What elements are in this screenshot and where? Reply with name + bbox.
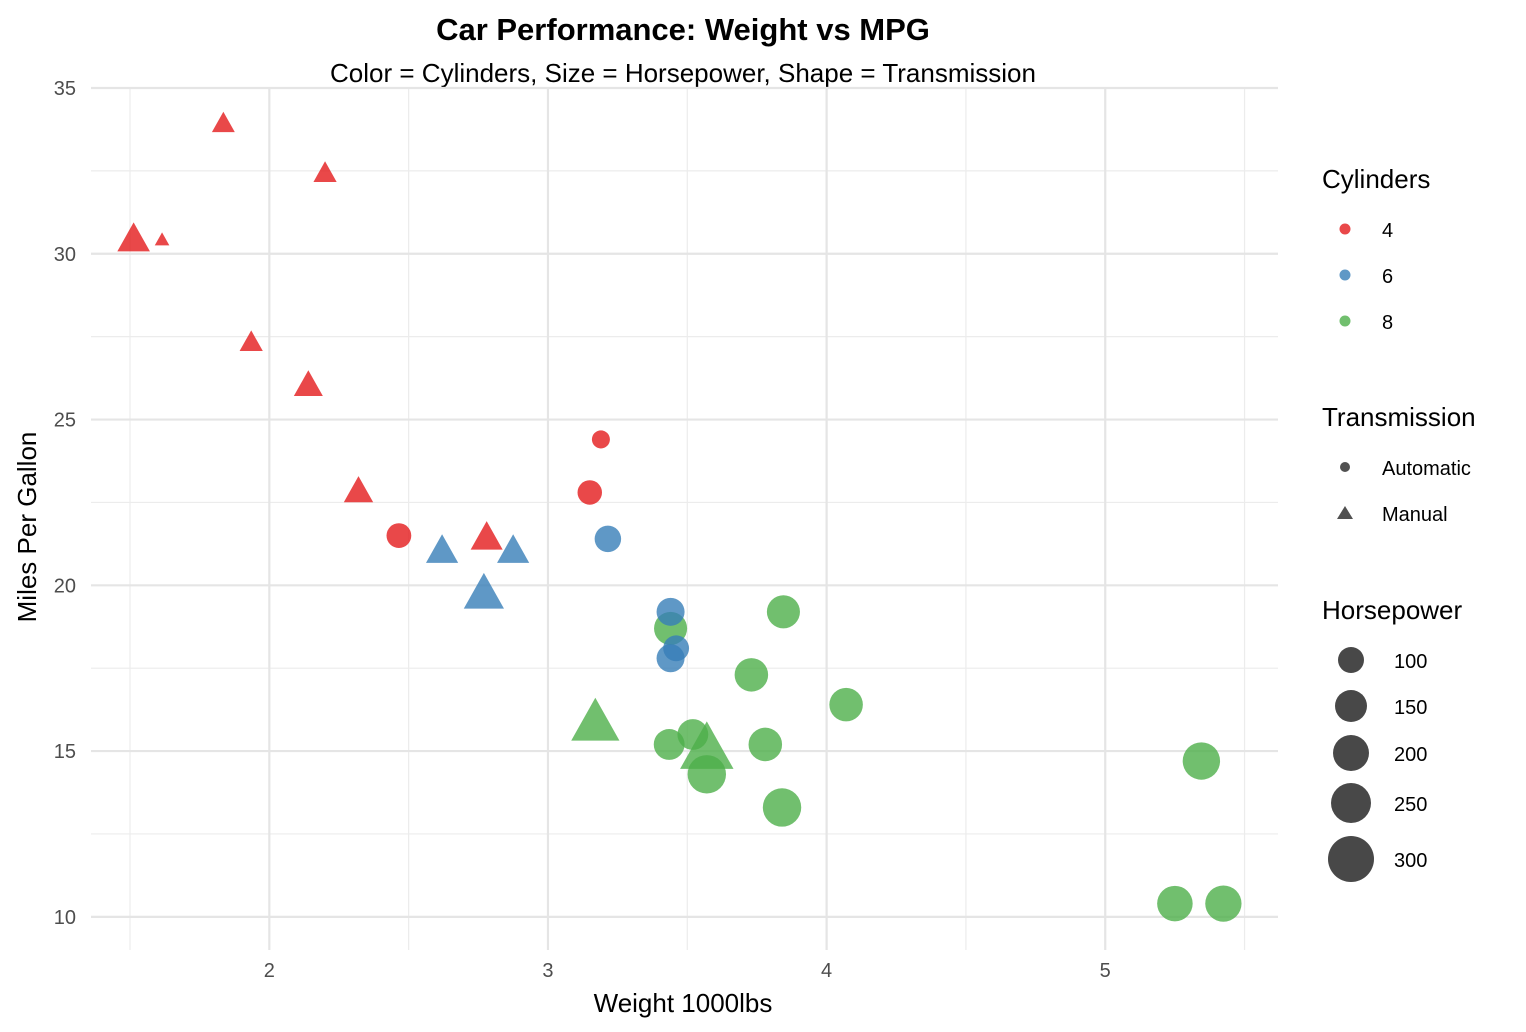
data-point-automatic [766, 595, 800, 629]
data-point-manual [313, 161, 337, 182]
legend-hp-300-swatch [1328, 836, 1374, 882]
legend-automatic-swatch [1340, 462, 1350, 472]
data-point-automatic [594, 525, 622, 553]
legend-cyl-6-swatch [1339, 269, 1351, 281]
grid [91, 86, 1278, 950]
legend-cyl-6-label: 6 [1382, 266, 1393, 288]
data-point-manual [571, 697, 620, 741]
data-point-manual [117, 222, 150, 252]
data-point-automatic [577, 480, 602, 505]
x-tick-label: 4 [821, 960, 832, 982]
legend-hp-150-label: 150 [1394, 697, 1427, 719]
legend-hp-200-label: 200 [1394, 744, 1427, 766]
data-point-automatic [591, 430, 610, 449]
legend-hp-100-label: 100 [1394, 651, 1427, 673]
data-point-automatic [829, 687, 863, 722]
legend-hp-100-swatch [1338, 647, 1364, 673]
x-axis-label: Weight 1000lbs [594, 988, 773, 1018]
data-point-manual [239, 330, 263, 352]
legend-transmission: Transmission Automatic Manual [1322, 402, 1476, 526]
data-point-automatic [1157, 885, 1193, 922]
data-point-manual [343, 476, 374, 503]
data-point-automatic [734, 658, 769, 692]
legend-horsepower-title: Horsepower [1322, 595, 1463, 625]
data-point-automatic [748, 727, 783, 762]
data-point-manual [425, 534, 459, 563]
data-point-manual [680, 721, 734, 769]
data-point-automatic [386, 523, 412, 548]
legend-cyl-4-swatch [1339, 223, 1351, 235]
data-point-manual [154, 232, 170, 246]
legend-cylinders: Cylinders 4 6 8 [1322, 164, 1430, 334]
data-point-automatic [653, 729, 685, 760]
legend-automatic-label: Automatic [1382, 458, 1471, 480]
data-point-automatic [1182, 742, 1221, 780]
data-point-automatic [1205, 885, 1242, 922]
x-tick-label: 3 [542, 960, 553, 982]
chart-subtitle: Color = Cylinders, Size = Horsepower, Sh… [330, 58, 1036, 88]
legend-manual-swatch [1337, 506, 1353, 519]
chart-title: Car Performance: Weight vs MPG [436, 12, 930, 47]
legend-cylinders-title: Cylinders [1322, 164, 1430, 194]
legend-manual-label: Manual [1382, 504, 1448, 526]
x-tick-label: 5 [1100, 960, 1111, 982]
legend-cyl-4-label: 4 [1382, 220, 1393, 242]
y-tick-label: 15 [54, 741, 76, 763]
data-point-automatic [656, 597, 685, 626]
data-point-manual [293, 370, 323, 397]
axis-ticks: 2 3 4 5 10 15 20 25 30 35 [54, 78, 1111, 982]
data-point-manual [211, 111, 235, 133]
legend-hp-250-label: 250 [1394, 794, 1427, 816]
legend-cyl-8-label: 8 [1382, 312, 1393, 334]
y-tick-label: 20 [54, 575, 76, 597]
legend-transmission-title: Transmission [1322, 402, 1476, 432]
data-point-manual [463, 572, 504, 609]
legend-hp-150-swatch [1335, 690, 1367, 722]
data-point-automatic [762, 788, 802, 827]
legend-hp-300-label: 300 [1394, 850, 1427, 872]
data-point-manual [470, 521, 503, 550]
x-tick-label: 2 [264, 960, 275, 982]
legend-horsepower: Horsepower 100 150 200 250 300 [1322, 595, 1463, 882]
legend-cyl-8-swatch [1339, 315, 1351, 327]
data-point-manual [497, 534, 530, 563]
legend-hp-200-swatch [1333, 735, 1369, 771]
legend-hp-250-swatch [1331, 783, 1371, 823]
y-tick-label: 10 [54, 907, 76, 929]
data-points [117, 111, 1242, 922]
data-point-automatic [656, 644, 685, 673]
y-tick-label: 35 [54, 78, 76, 100]
y-tick-label: 30 [54, 244, 76, 266]
y-tick-label: 25 [54, 410, 76, 432]
y-axis-label: Miles Per Gallon [12, 432, 42, 623]
